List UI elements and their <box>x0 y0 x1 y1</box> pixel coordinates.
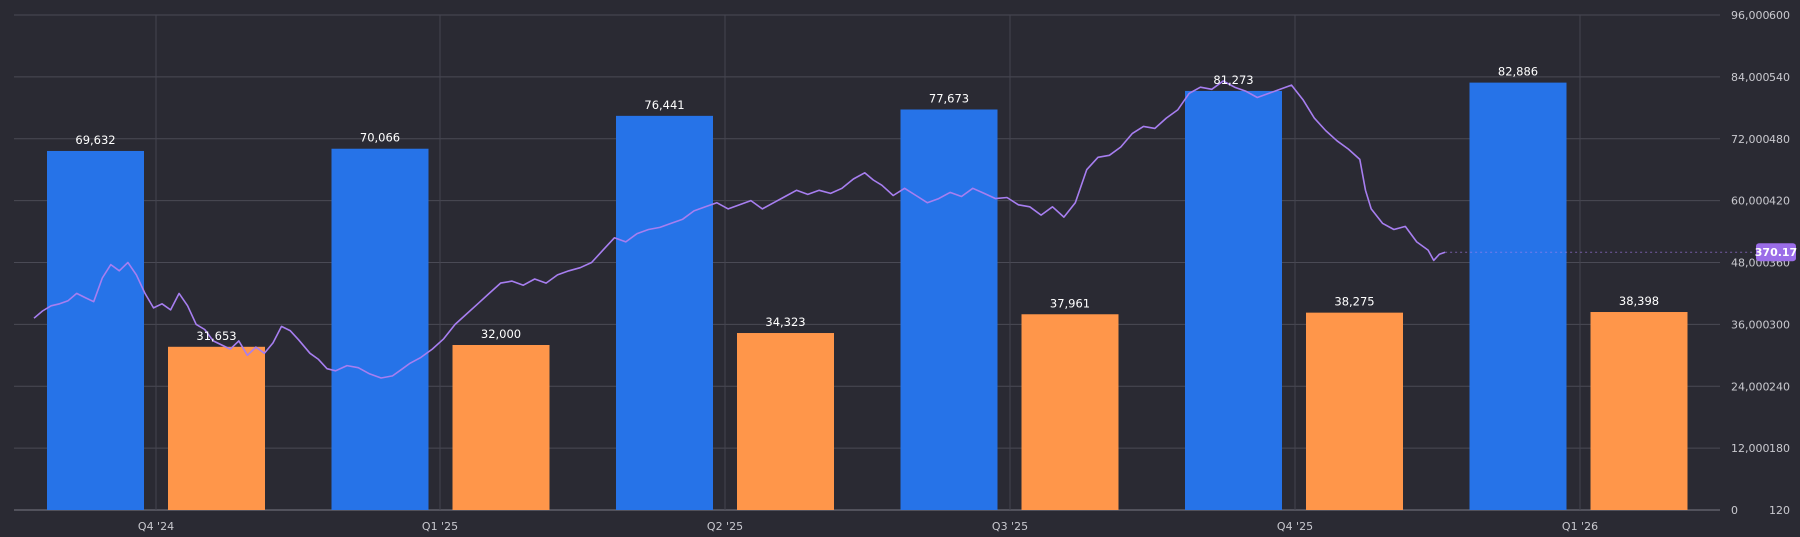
data-label: 32,000 <box>481 327 521 341</box>
last-value-badge-text: 370.17 <box>1755 246 1797 259</box>
data-label: 31,653 <box>196 329 236 343</box>
y-left-tick-label: 36,000 <box>1731 318 1770 331</box>
y-left-tick-label: 24,000 <box>1731 380 1770 393</box>
x-tick-label: Q4 '25 <box>1277 520 1313 533</box>
y-right-tick-label: 240 <box>1769 380 1790 393</box>
y-left-tick-label: 60,000 <box>1731 195 1770 208</box>
data-label: 34,323 <box>765 315 805 329</box>
bar <box>452 345 550 510</box>
y-left-tick-label: 72,000 <box>1731 133 1770 146</box>
x-tick-label: Q1 '26 <box>1562 520 1598 533</box>
data-label: 82,886 <box>1498 65 1538 79</box>
data-label: 81,273 <box>1213 73 1253 87</box>
bar <box>616 115 713 510</box>
x-tick-label: Q1 '25 <box>422 520 458 533</box>
y-left-tick-label: 0 <box>1731 504 1738 517</box>
data-label: 38,398 <box>1619 294 1659 308</box>
bar <box>1185 90 1282 510</box>
data-label: 69,632 <box>75 133 115 147</box>
axes: 012,00024,00036,00048,00060,00072,00084,… <box>138 9 1797 533</box>
data-label: 37,961 <box>1050 296 1090 310</box>
bar <box>47 150 144 510</box>
grid <box>14 14 1720 511</box>
price-line-layer <box>33 80 1755 379</box>
bars <box>47 82 1688 511</box>
data-label: 38,275 <box>1334 295 1374 309</box>
bar <box>900 109 998 510</box>
y-right-tick-label: 300 <box>1769 318 1790 331</box>
y-right-tick-label: 420 <box>1769 195 1790 208</box>
bar <box>1469 82 1567 510</box>
data-labels: 69,632 70,066 76,441 77,673 81,273 82,886 31,6… <box>75 65 1659 343</box>
y-right-tick-label: 540 <box>1769 71 1790 84</box>
bar <box>1306 312 1403 510</box>
price-line <box>33 80 1446 379</box>
bar <box>331 148 429 511</box>
data-label: 76,441 <box>644 98 684 112</box>
bar <box>1590 312 1688 510</box>
bar <box>737 333 834 510</box>
data-label: 77,673 <box>929 91 969 105</box>
x-tick-label: Q4 '24 <box>138 520 174 533</box>
bar <box>1021 314 1119 510</box>
y-right-tick-label: 180 <box>1769 442 1790 455</box>
y-left-tick-label: 84,000 <box>1731 71 1770 84</box>
x-tick-label: Q3 '25 <box>992 520 1028 533</box>
y-right-tick-label: 480 <box>1769 133 1790 146</box>
data-label: 70,066 <box>360 131 400 145</box>
x-tick-label: Q2 '25 <box>707 520 743 533</box>
y-right-tick-label: 120 <box>1769 504 1790 517</box>
bar <box>168 346 265 510</box>
last-value-badge <box>1756 243 1796 262</box>
y-left-tick-label: 12,000 <box>1731 442 1770 455</box>
y-right-tick-label: 600 <box>1769 9 1790 22</box>
y-left-tick-label: 96,000 <box>1731 9 1770 22</box>
